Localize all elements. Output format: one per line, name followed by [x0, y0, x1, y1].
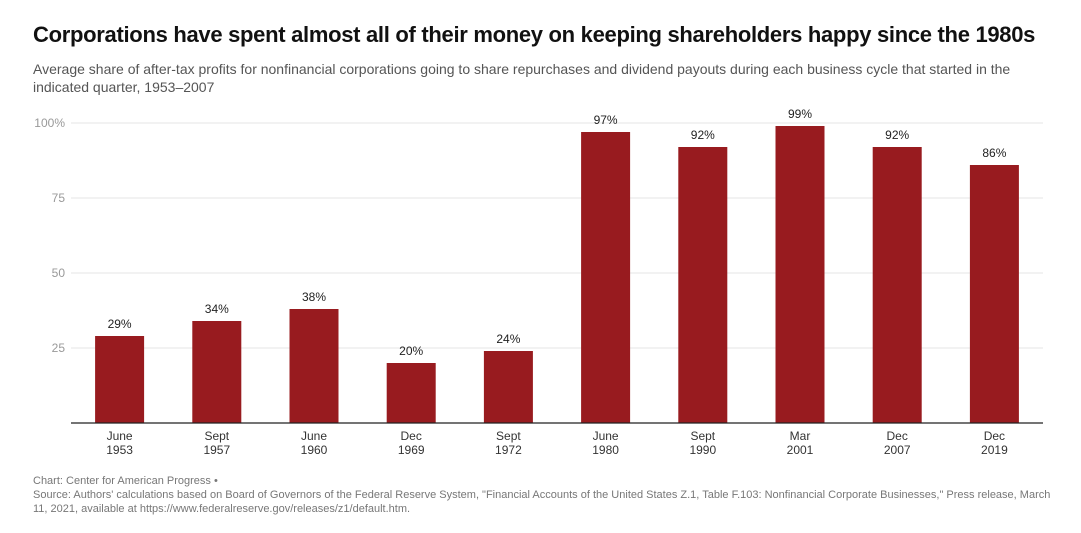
data-label: 20% [399, 344, 423, 358]
y-tick-label: 25 [52, 341, 66, 355]
bar [192, 321, 242, 423]
bar [386, 363, 436, 423]
bar [483, 351, 533, 423]
x-tick-label: 1957 [203, 443, 230, 457]
x-tick-label: 1980 [592, 443, 619, 457]
x-tick-label: 1990 [689, 443, 716, 457]
bar-chart: 255075100%29%June195334%Sept195738%June1… [34, 107, 1043, 457]
y-tick-label: 75 [52, 191, 66, 205]
bar [969, 165, 1019, 423]
y-tick-label: 100% [34, 116, 65, 130]
x-tick-label: 2001 [787, 443, 814, 457]
x-tick-label: Mar [790, 429, 811, 443]
x-tick-label: Sept [204, 429, 229, 443]
bar [581, 132, 631, 423]
x-tick-label: 1972 [495, 443, 522, 457]
x-tick-label: June [593, 429, 619, 443]
x-tick-label: June [107, 429, 133, 443]
x-tick-label: 2007 [884, 443, 911, 457]
x-tick-label: Dec [984, 429, 1005, 443]
x-tick-label: 1960 [301, 443, 328, 457]
x-tick-label: Dec [887, 429, 908, 443]
x-tick-label: Dec [401, 429, 422, 443]
data-label: 97% [594, 113, 618, 127]
data-label: 86% [982, 146, 1006, 160]
chart-title: Corporations have spent almost all of th… [33, 22, 1036, 47]
x-tick-label: 1953 [106, 443, 133, 457]
x-tick-label: June [301, 429, 327, 443]
bar [872, 147, 922, 423]
chart-subtitle: Average share of after-tax profits for n… [33, 61, 1011, 95]
data-label: 24% [496, 332, 520, 346]
y-tick-label: 50 [52, 266, 66, 280]
bar [775, 126, 825, 423]
data-label: 34% [205, 302, 229, 316]
x-tick-label: 1969 [398, 443, 425, 457]
bar [289, 309, 339, 423]
data-label: 29% [108, 317, 132, 331]
data-label: 99% [788, 107, 812, 121]
bar [678, 147, 728, 423]
data-label: 92% [885, 128, 909, 142]
x-tick-label: Sept [690, 429, 715, 443]
x-tick-label: Sept [496, 429, 521, 443]
chart-footer: Chart: Center for American Progress • So… [33, 474, 1053, 516]
chart-source: Source: Authors' calculations based on B… [33, 489, 1051, 515]
bar [95, 336, 145, 423]
chart-credit: Chart: Center for American Progress • [33, 475, 218, 487]
x-tick-label: 2019 [981, 443, 1008, 457]
data-label: 92% [691, 128, 715, 142]
data-label: 38% [302, 290, 326, 304]
